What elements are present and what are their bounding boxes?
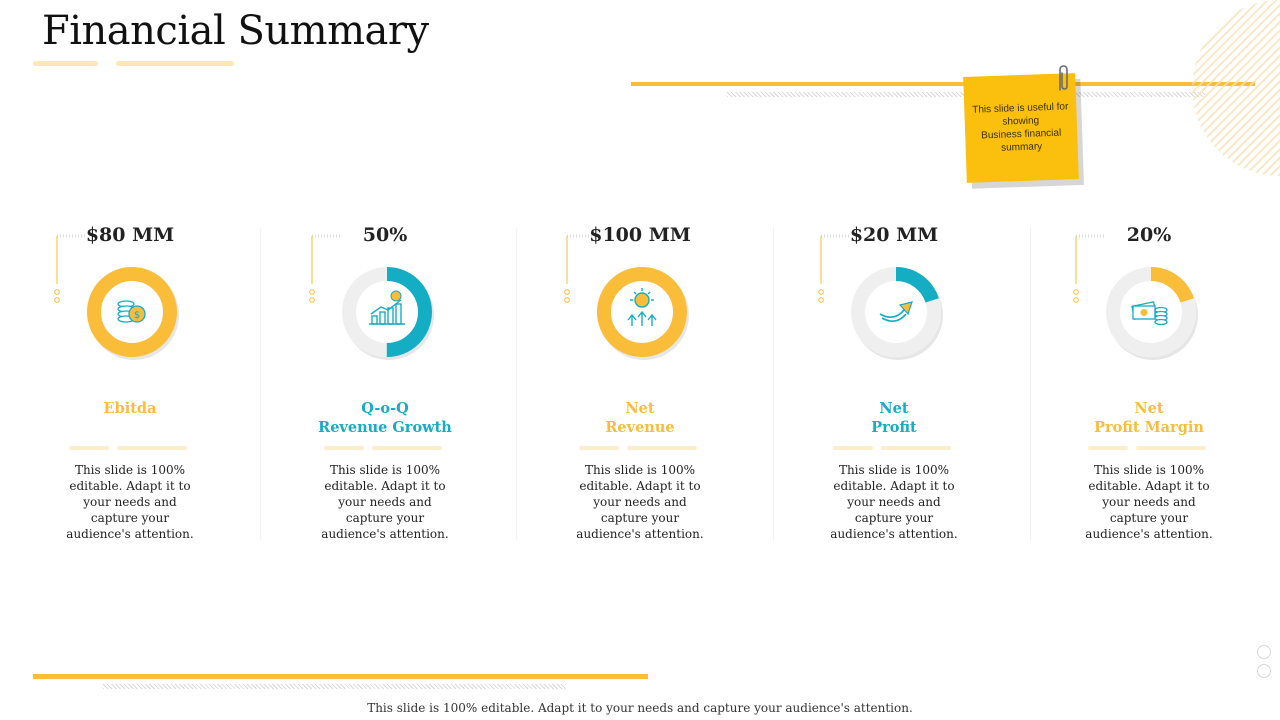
metric-card-qoq-revenue-growth: 50% Q-o-Q Revenue Growth This slide is 1… — [260, 222, 510, 552]
donut-arc — [851, 267, 941, 357]
coins-icon: $ — [117, 300, 146, 323]
top-accent-bar — [631, 82, 1255, 86]
metric-label: Net Profit Margin — [1094, 400, 1204, 436]
trend-arrow-icon — [879, 301, 913, 322]
sticky-note-text: This slide is useful for showing Busines… — [972, 101, 1069, 154]
footer-note: This slide is 100% editable. Adapt it to… — [367, 701, 913, 715]
donut-chart — [1106, 267, 1198, 360]
metric-description: This slide is 100% editable. Adapt it to… — [66, 463, 194, 541]
card-bracket-decoration — [1073, 234, 1106, 303]
metric-card-ebitda: $80 MM $ Ebitda This slide is 100% edita… — [5, 222, 255, 552]
label-underline-long — [1136, 446, 1206, 450]
donut-chart — [597, 267, 689, 360]
metric-value: $80 MM — [85, 224, 175, 246]
card-bracket-decoration — [564, 234, 597, 303]
growth-chart-icon — [369, 290, 405, 325]
column-divider — [1030, 228, 1031, 540]
title-underline-short — [33, 61, 98, 66]
label-underline-short — [1088, 446, 1128, 450]
metric-description: This slide is 100% editable. Adapt it to… — [830, 463, 958, 541]
metric-label: Ebitda — [103, 400, 157, 417]
paperclip-icon — [1059, 65, 1068, 91]
donut-arc — [342, 267, 432, 357]
column-divider — [516, 228, 517, 540]
title-underline-long — [116, 61, 234, 66]
donut-arc — [87, 267, 177, 357]
metric-value: $100 MM — [589, 224, 691, 246]
metric-description: This slide is 100% editable. Adapt it to… — [576, 463, 704, 541]
label-underline-long — [372, 446, 442, 450]
dollar-arrows-icon — [627, 288, 657, 326]
circle-decoration — [1257, 645, 1271, 659]
metric-label: Q-o-Q Revenue Growth — [318, 400, 452, 436]
metric-description: This slide is 100% editable. Adapt it to… — [321, 463, 449, 541]
metric-label: Net Profit — [871, 400, 917, 436]
label-underline-short — [324, 446, 364, 450]
column-divider — [260, 228, 261, 540]
corner-hatch-decoration — [1192, 0, 1280, 176]
card-bracket-decoration — [309, 234, 342, 303]
metric-value: $20 MM — [849, 224, 939, 246]
metric-label: Net Revenue — [605, 400, 675, 436]
label-underline-short — [69, 446, 109, 450]
bottom-hatch-band — [103, 684, 566, 689]
donut-arc — [1106, 267, 1196, 357]
donut-chart — [851, 267, 943, 360]
svg-text:$: $ — [134, 310, 140, 321]
card-bracket-decoration — [818, 234, 851, 303]
donut-chart — [342, 267, 434, 360]
label-underline-short — [579, 446, 619, 450]
donut-chart: $ — [87, 267, 179, 360]
label-underline-short — [833, 446, 873, 450]
label-underline-long — [117, 446, 187, 450]
slide-title: Financial Summary — [42, 8, 429, 54]
cash-stack-icon — [1131, 301, 1168, 326]
card-bracket-decoration — [54, 234, 87, 303]
metric-card-net-profit-margin: 20% Net Profit Margin This slide is 100%… — [1024, 222, 1274, 552]
label-underline-long — [627, 446, 697, 450]
bottom-accent-bar — [33, 674, 648, 679]
metric-card-net-profit: $20 MM Net Profit This slide is 100% edi… — [769, 222, 1019, 552]
circle-decoration — [1257, 664, 1271, 678]
metric-description: This slide is 100% editable. Adapt it to… — [1085, 463, 1213, 541]
donut-arc — [597, 267, 687, 357]
metric-value: 50% — [362, 224, 408, 246]
metric-card-net-revenue: $100 MM Net Revenue This slide is 100% e… — [515, 222, 765, 552]
label-underline-long — [881, 446, 951, 450]
metric-value: 20% — [1126, 224, 1172, 246]
column-divider — [773, 228, 774, 540]
